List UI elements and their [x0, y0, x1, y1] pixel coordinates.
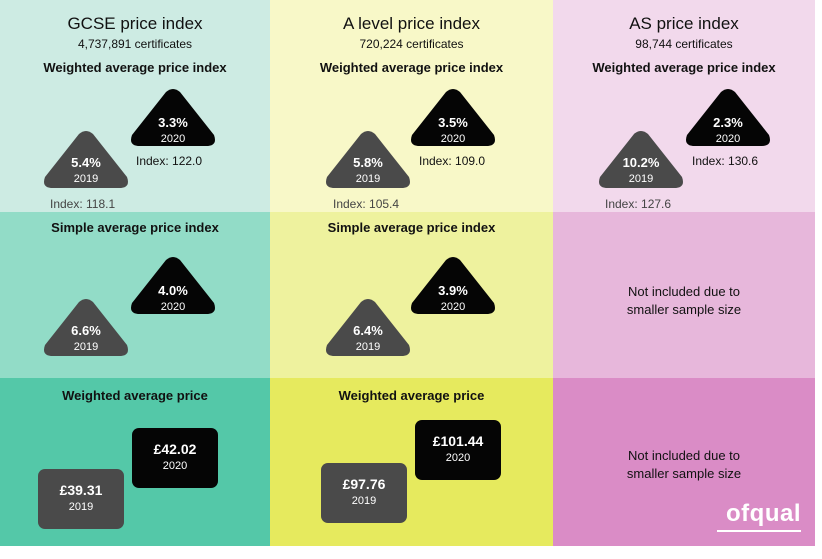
not-included-line-1: Not included due to [627, 448, 741, 463]
not-included-line-2: smaller sample size [626, 466, 742, 481]
price-box-2019: £39.31 2019 [38, 469, 124, 529]
index-2019: Index: 127.6 [605, 197, 672, 211]
year-2020: 2020 [440, 301, 466, 313]
value-2020: £101.44 [432, 433, 484, 449]
section-title: Simple average price index [327, 220, 496, 235]
year-2019: 2019 [68, 501, 94, 513]
not-included-line-2: smaller sample size [626, 302, 742, 317]
index-2019: Index: 118.1 [50, 197, 116, 211]
as-simple-index-cell: Not included due to smaller sample size [553, 212, 815, 378]
column-title: AS price index [629, 14, 739, 33]
alevel-weighted-price-cell: Weighted average price £101.44 2020 £97.… [270, 378, 553, 546]
section-title: Weighted average price index [592, 60, 776, 75]
triangle-2019: 6.6% 2019 [41, 298, 131, 358]
section-title: Weighted average price index [319, 60, 504, 75]
value-2019: 5.8% [353, 155, 383, 170]
column-subtitle: 98,744 certificates [635, 37, 733, 51]
value-2020: 3.5% [438, 115, 468, 130]
index-2020: Index: 130.6 [692, 154, 759, 168]
year-2020: 2020 [440, 133, 466, 145]
triangle-2020: 3.3% 2020 [128, 88, 218, 148]
index-2020: Index: 122.0 [136, 154, 203, 168]
year-2020: 2020 [162, 460, 188, 472]
triangle-2019: 6.4% 2019 [323, 298, 413, 358]
triangle-2019: 10.2% 2019 [596, 130, 686, 190]
year-2019: 2019 [355, 341, 381, 353]
year-2020: 2020 [160, 133, 186, 145]
price-box-2019: £97.76 2019 [321, 463, 407, 523]
column-subtitle: 720,224 certificates [359, 37, 464, 51]
as-weighted-index-cell: AS price index 98,744 certificates Weigh… [553, 0, 815, 212]
year-2020: 2020 [445, 452, 471, 464]
year-2020: 2020 [715, 133, 741, 145]
value-2019: 10.2% [622, 155, 660, 170]
section-title: Weighted average price [338, 388, 485, 403]
alevel-simple-index-cell: Simple average price index 3.9% 2020 6.4… [270, 212, 553, 378]
value-2019: 6.4% [353, 323, 383, 338]
section-title: Simple average price index [51, 220, 219, 235]
value-2020: 2.3% [713, 115, 743, 130]
year-2019: 2019 [73, 341, 99, 353]
gcse-weighted-index-cell: GCSE price index 4,737,891 certificates … [0, 0, 270, 212]
index-2020: Index: 109.0 [419, 154, 486, 168]
price-box-2020: £42.02 2020 [132, 428, 218, 488]
gcse-weighted-price-cell: Weighted average price £42.02 2020 £39.3… [0, 378, 270, 546]
year-2019: 2019 [628, 173, 654, 185]
as-weighted-price-cell: Not included due to smaller sample size … [553, 378, 815, 546]
alevel-weighted-index-cell: A level price index 720,224 certificates… [270, 0, 553, 212]
gcse-simple-index-cell: Simple average price index 4.0% 2020 6.6… [0, 212, 270, 378]
value-2019: £39.31 [59, 482, 103, 498]
year-2019: 2019 [351, 495, 377, 507]
value-2020: 4.0% [158, 283, 188, 298]
value-2019: 6.6% [71, 323, 101, 338]
price-box-2020: £101.44 2020 [415, 420, 501, 480]
year-2020: 2020 [160, 301, 186, 313]
index-2019: Index: 105.4 [333, 197, 400, 211]
year-2019: 2019 [355, 173, 381, 185]
triangle-2020: 4.0% 2020 [128, 256, 218, 316]
value-2020: £42.02 [153, 441, 197, 457]
section-title: Weighted average price index [43, 60, 227, 75]
value-2019: 5.4% [71, 155, 101, 170]
triangle-2019: 5.8% 2019 [323, 130, 413, 190]
column-title: A level price index [342, 14, 481, 33]
bottom-margin [0, 546, 822, 559]
triangle-2020: 3.9% 2020 [408, 256, 498, 316]
logo-underline [717, 530, 801, 532]
section-title: Weighted average price [62, 388, 208, 403]
triangle-2020: 2.3% 2020 [683, 88, 773, 148]
value-2019: £97.76 [342, 476, 386, 492]
ofqual-logo: ofqual [726, 500, 801, 527]
column-subtitle: 4,737,891 certificates [77, 37, 193, 51]
year-2019: 2019 [73, 173, 99, 185]
column-title: GCSE price index [67, 14, 203, 33]
value-2020: 3.9% [438, 283, 468, 298]
triangle-2019: 5.4% 2019 [41, 130, 131, 190]
value-2020: 3.3% [158, 115, 188, 130]
triangle-2020: 3.5% 2020 [408, 88, 498, 148]
not-included-line-1: Not included due to [627, 284, 741, 299]
